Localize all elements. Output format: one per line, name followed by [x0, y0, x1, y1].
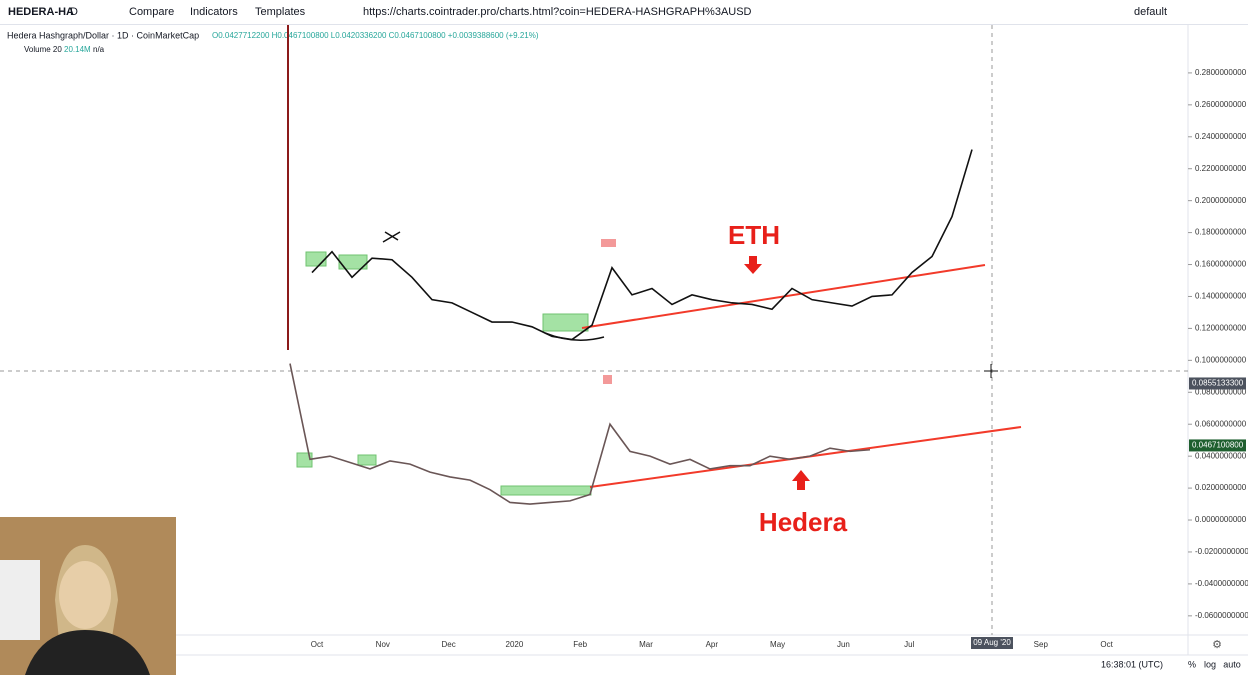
y-tick-label: 0.1000000000: [1195, 355, 1247, 364]
webcam-wall: [0, 560, 40, 640]
legend-volume: Volume 20: [24, 45, 62, 54]
y-tick-label: 0.1800000000: [1195, 228, 1247, 237]
y-tick-label: 0.0200000000: [1195, 483, 1247, 492]
y-tick-label: 0.0400000000: [1195, 451, 1247, 460]
cursor: [984, 364, 998, 378]
x-tick-label: Mar: [639, 640, 653, 649]
price-line: [311, 149, 973, 341]
x-tick-label: 2020: [506, 640, 524, 649]
x-tick-label: Feb: [573, 640, 587, 649]
y-tick-label: 0.1600000000: [1195, 260, 1247, 269]
y-tick-label: 0.2000000000: [1195, 196, 1247, 205]
y-tick-label: 0.0000000000: [1195, 515, 1247, 524]
x-tick-label: Jul: [904, 640, 914, 649]
y-tick-label: 0.1400000000: [1195, 292, 1247, 301]
webcam-body: [25, 630, 150, 675]
url[interactable]: https://charts.cointrader.pro/charts.htm…: [363, 6, 752, 18]
x-tick-label: Oct: [1100, 640, 1113, 649]
compare-button[interactable]: Compare: [129, 6, 175, 18]
highlight-box: [296, 452, 313, 468]
settings-icon[interactable]: ⚙: [1212, 639, 1222, 651]
price-label-bg: [1189, 439, 1246, 452]
y-tick-label: 0.0600000000: [1195, 419, 1247, 428]
y-tick-label: 0.2400000000: [1195, 132, 1247, 141]
templates-button[interactable]: Templates: [255, 6, 306, 18]
highlight-box: [500, 485, 592, 496]
percent-toggle[interactable]: %: [1188, 659, 1196, 669]
x-tick-label: Apr: [706, 640, 719, 649]
annotation: Hedera: [759, 507, 848, 537]
highlight-box: [357, 454, 377, 466]
price-line: [289, 363, 871, 505]
price-label-bg: [1189, 377, 1246, 390]
y-tick-label: -0.0600000000: [1195, 611, 1248, 620]
legend-volume-na: n/a: [93, 45, 105, 54]
x-tick-label: Nov: [376, 640, 390, 649]
annotation: ETH: [728, 220, 780, 250]
indicators-button[interactable]: Indicators: [190, 6, 238, 18]
highlight-box: [603, 375, 612, 384]
legend-title: Hedera Hashgraph/Dollar · 1D · CoinMarke…: [7, 30, 199, 40]
y-tick-label: 0.2600000000: [1195, 100, 1247, 109]
price-label: 0.0855133300: [1192, 379, 1244, 388]
y-tick-label: 0.1200000000: [1195, 324, 1247, 333]
highlight-box: [305, 251, 327, 267]
log-toggle[interactable]: log: [1204, 659, 1216, 669]
interval[interactable]: D: [70, 6, 78, 18]
y-tick-label: -0.0200000000: [1195, 547, 1248, 556]
y-tick-label: 0.2200000000: [1195, 164, 1247, 173]
chart: Hedera Hashgraph/Dollar · 1D · CoinMarke…: [0, 25, 1248, 675]
crosshair-date: 09 Aug '20: [973, 638, 1011, 647]
crosshair-date-bg: [971, 637, 1013, 649]
layout-button[interactable]: default: [1134, 6, 1168, 18]
legend-volume-value: 20.14M: [64, 45, 91, 54]
webcam-hair: [55, 545, 118, 650]
toolbar: HEDERA-HA D Compare Indicators Templates…: [0, 0, 1248, 25]
highlight-box: [601, 239, 616, 247]
arrow-up: [792, 470, 810, 490]
arrow-down: [744, 256, 762, 274]
drawing: [382, 231, 401, 243]
y-tick-label: 0.0800000000: [1195, 387, 1247, 396]
y-tick-label: 0.2800000000: [1195, 68, 1247, 77]
x-tick-label: Oct: [311, 640, 324, 649]
y-tick-label: -0.0400000000: [1195, 579, 1248, 588]
x-tick-label: Dec: [441, 640, 455, 649]
x-tick-label: Jun: [837, 640, 850, 649]
price-label: 0.0467100800: [1192, 441, 1244, 450]
highlight-box: [542, 313, 589, 332]
legend-ohlc: O0.0427712200 H0.0467100800 L0.042033620…: [212, 31, 539, 40]
auto-toggle[interactable]: auto: [1223, 659, 1241, 669]
x-tick-label: Sep: [1034, 640, 1049, 649]
symbol[interactable]: HEDERA-HA: [8, 6, 74, 18]
status-time: 16:38:01 (UTC): [1101, 659, 1163, 669]
x-tick-label: May: [770, 640, 785, 649]
